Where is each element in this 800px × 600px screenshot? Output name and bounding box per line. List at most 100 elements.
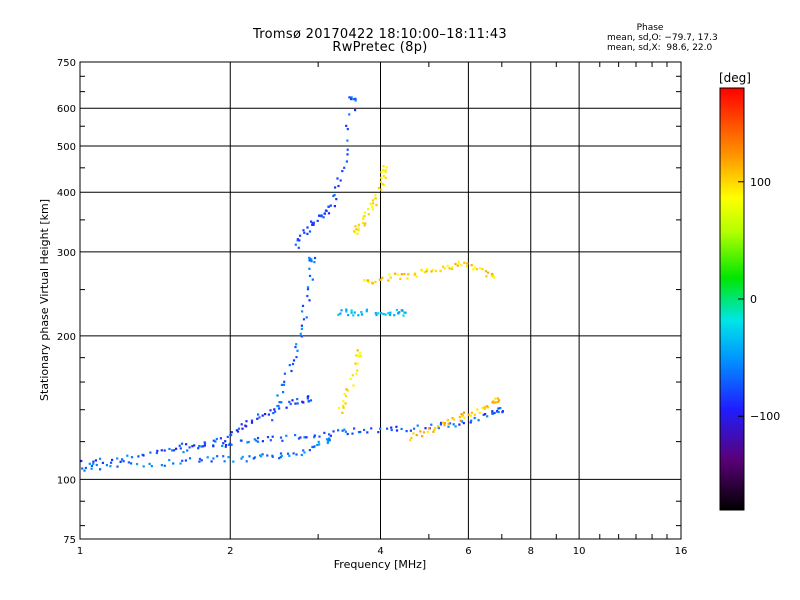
data-point	[253, 456, 257, 459]
data-point	[456, 264, 459, 267]
data-point	[221, 444, 224, 447]
data-point	[374, 280, 377, 283]
data-point	[229, 433, 232, 436]
data-point	[130, 462, 133, 465]
data-point	[479, 267, 482, 270]
data-point	[493, 401, 496, 404]
data-point	[364, 279, 367, 282]
data-point	[149, 451, 152, 454]
data-point	[377, 431, 380, 434]
data-point	[437, 425, 440, 428]
data-point	[280, 454, 283, 457]
data-point	[313, 261, 316, 264]
data-point	[384, 176, 387, 179]
data-point	[90, 467, 93, 470]
data-point	[236, 430, 240, 433]
data-point	[311, 278, 314, 281]
data-point	[296, 239, 299, 242]
data-point	[428, 427, 431, 430]
data-point	[295, 453, 298, 456]
data-point	[395, 425, 398, 428]
data-point	[163, 449, 166, 452]
data-point	[307, 400, 310, 403]
data-point	[312, 445, 315, 449]
data-point	[369, 202, 372, 205]
data-point	[378, 278, 381, 281]
colorbar-tick-label: −100	[750, 410, 780, 423]
data-point	[212, 445, 215, 448]
data-point	[481, 406, 484, 409]
data-point	[186, 449, 189, 452]
data-point	[348, 113, 351, 116]
data-point	[354, 362, 357, 365]
data-point	[292, 359, 296, 362]
data-point	[350, 311, 353, 314]
data-point	[80, 459, 83, 463]
data-point	[450, 266, 453, 269]
data-point	[294, 345, 297, 349]
data-point	[345, 388, 348, 391]
data-point	[465, 265, 468, 268]
data-point	[276, 394, 279, 397]
data-point	[337, 429, 340, 432]
data-point	[173, 449, 176, 452]
data-point	[95, 463, 98, 467]
x-tick-label: 2	[227, 546, 233, 557]
colorbar-unit-label: [deg]	[719, 71, 751, 85]
data-point	[349, 377, 352, 380]
data-point	[308, 274, 312, 277]
data-point	[344, 430, 347, 433]
data-point	[214, 440, 217, 443]
data-point	[381, 276, 384, 279]
data-point	[300, 327, 303, 330]
data-point	[180, 442, 184, 445]
data-point	[355, 354, 358, 357]
data-point	[446, 264, 449, 267]
data-point	[390, 426, 393, 429]
data-point	[359, 430, 362, 434]
y-tick-label: 600	[57, 104, 76, 115]
data-point	[257, 413, 260, 416]
data-point	[440, 421, 443, 424]
data-point	[357, 223, 360, 226]
data-point	[295, 343, 298, 346]
data-point	[316, 219, 319, 222]
data-point	[342, 404, 345, 407]
data-point	[451, 417, 454, 420]
data-point	[383, 169, 386, 172]
data-point	[198, 457, 202, 460]
data-point	[412, 432, 415, 435]
data-point	[160, 464, 163, 467]
data-point	[240, 457, 243, 460]
data-point	[342, 406, 345, 409]
data-point	[485, 405, 488, 408]
data-point	[430, 423, 433, 426]
data-point	[278, 457, 281, 460]
data-point	[160, 449, 163, 452]
data-point	[101, 461, 104, 464]
data-point	[328, 439, 331, 442]
data-point	[495, 401, 498, 404]
data-point	[346, 139, 349, 142]
data-point	[250, 421, 254, 424]
data-point	[116, 465, 119, 468]
data-point	[308, 449, 311, 452]
data-point	[346, 128, 349, 131]
data-point	[178, 444, 181, 447]
data-point	[345, 160, 348, 163]
data-point	[229, 442, 232, 445]
data-point	[241, 427, 244, 430]
data-point	[203, 441, 206, 444]
data-point	[185, 443, 188, 446]
data-point	[296, 402, 299, 405]
data-point	[271, 435, 274, 438]
data-point	[291, 362, 295, 366]
data-point	[347, 314, 350, 317]
data-point	[346, 389, 349, 392]
data-point	[237, 427, 241, 430]
data-point	[316, 443, 319, 447]
data-point	[459, 419, 462, 422]
data-point	[460, 264, 463, 267]
data-point	[332, 194, 335, 198]
data-point	[415, 434, 418, 437]
